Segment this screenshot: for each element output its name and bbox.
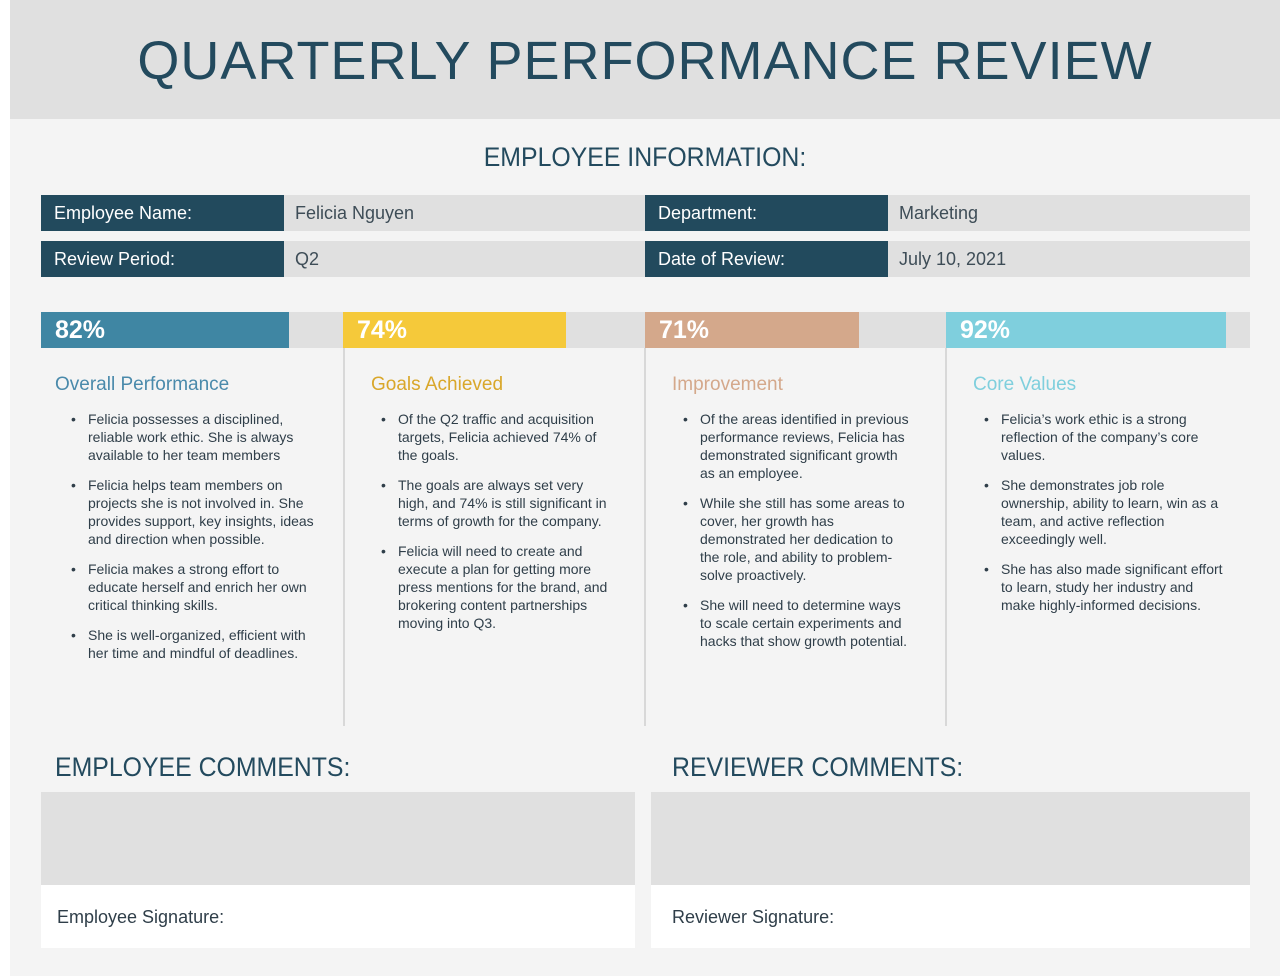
- improvement-list: Of the areas identified in previous perf…: [683, 410, 912, 662]
- title-band: QUARTERLY PERFORMANCE REVIEW: [10, 0, 1280, 119]
- core-values-list: Felicia’s work ethic is a strong reflect…: [984, 410, 1223, 626]
- overall-performance-bar-fill: [41, 312, 289, 348]
- list-item: Of the areas identified in previous perf…: [683, 410, 912, 482]
- list-item: She demonstrates job role ownership, abi…: [984, 476, 1223, 548]
- review-page: QUARTERLY PERFORMANCE REVIEW EMPLOYEE IN…: [10, 0, 1280, 976]
- core-values-bar: 92%: [946, 312, 1250, 348]
- page-title: QUARTERLY PERFORMANCE REVIEW: [137, 31, 1153, 91]
- list-item: The goals are always set very high, and …: [381, 476, 613, 530]
- date-of-review-label: Date of Review:: [645, 241, 888, 277]
- list-item: Felicia will need to create and execute …: [381, 542, 613, 632]
- overall-performance-section: Overall Performance Felicia possesses a …: [41, 348, 343, 726]
- review-period-label: Review Period:: [41, 241, 284, 277]
- overall-performance-bar: 82%: [41, 312, 343, 348]
- overall-performance-list: Felicia possesses a disciplined, reliabl…: [71, 410, 316, 674]
- goals-achieved-section: Goals Achieved Of the Q2 traffic and acq…: [343, 348, 645, 726]
- column-divider: [343, 348, 345, 726]
- list-item: Felicia makes a strong effort to educate…: [71, 560, 316, 614]
- list-item: She is well-organized, efficient with he…: [71, 626, 316, 662]
- column-divider: [644, 348, 646, 726]
- date-of-review-value: July 10, 2021: [888, 241, 1250, 277]
- list-item: She will need to determine ways to scale…: [683, 596, 912, 650]
- improvement-bar: 71%: [645, 312, 946, 348]
- date-of-review-row: Date of Review: July 10, 2021: [645, 241, 1250, 277]
- list-item: Felicia possesses a disciplined, reliabl…: [71, 410, 316, 464]
- goals-achieved-list: Of the Q2 traffic and acquisition target…: [381, 410, 613, 644]
- core-values-bar-fill: [946, 312, 1226, 348]
- overall-performance-percent: 82%: [55, 316, 106, 344]
- department-label: Department:: [645, 195, 888, 231]
- employee-signature-field[interactable]: Employee Signature:: [41, 885, 635, 948]
- goals-achieved-bar: 74%: [343, 312, 645, 348]
- review-period-value: Q2: [284, 241, 645, 277]
- list-item: Felicia helps team members on projects s…: [71, 476, 316, 548]
- goals-achieved-title: Goals Achieved: [371, 374, 504, 395]
- list-item: Felicia’s work ethic is a strong reflect…: [984, 410, 1223, 464]
- review-period-row: Review Period: Q2: [41, 241, 645, 277]
- improvement-title: Improvement: [672, 374, 783, 395]
- reviewer-comments-field[interactable]: [651, 792, 1250, 885]
- reviewer-signature-field[interactable]: Reviewer Signature:: [651, 885, 1250, 948]
- core-values-title: Core Values: [973, 374, 1077, 395]
- employee-signature-label: Employee Signature:: [57, 907, 225, 927]
- goals-achieved-bar-fill: [343, 312, 567, 348]
- reviewer-comments-heading: REVIEWER COMMENTS:: [672, 752, 964, 782]
- core-values-section: Core Values Felicia’s work ethic is a st…: [946, 348, 1250, 726]
- department-row: Department: Marketing: [645, 195, 1250, 231]
- improvement-percent: 71%: [659, 316, 710, 344]
- improvement-bar-fill: [645, 312, 859, 348]
- department-value: Marketing: [888, 195, 1250, 231]
- list-item: She has also made significant effort to …: [984, 560, 1223, 614]
- improvement-section: Improvement Of the areas identified in p…: [645, 348, 946, 726]
- employee-name-value: Felicia Nguyen: [284, 195, 645, 231]
- reviewer-signature-label: Reviewer Signature:: [672, 907, 835, 927]
- employee-name-label: Employee Name:: [41, 195, 284, 231]
- employee-comments-field[interactable]: [41, 792, 635, 885]
- goals-achieved-percent: 74%: [357, 316, 408, 344]
- employee-info-heading: EMPLOYEE INFORMATION:: [483, 142, 807, 172]
- column-divider: [945, 348, 947, 726]
- list-item: While she still has some areas to cover,…: [683, 494, 912, 584]
- overall-performance-title: Overall Performance: [55, 374, 230, 395]
- employee-name-row: Employee Name: Felicia Nguyen: [41, 195, 645, 231]
- employee-comments-heading: EMPLOYEE COMMENTS:: [55, 752, 351, 782]
- list-item: Of the Q2 traffic and acquisition target…: [381, 410, 613, 464]
- core-values-percent: 92%: [960, 316, 1011, 344]
